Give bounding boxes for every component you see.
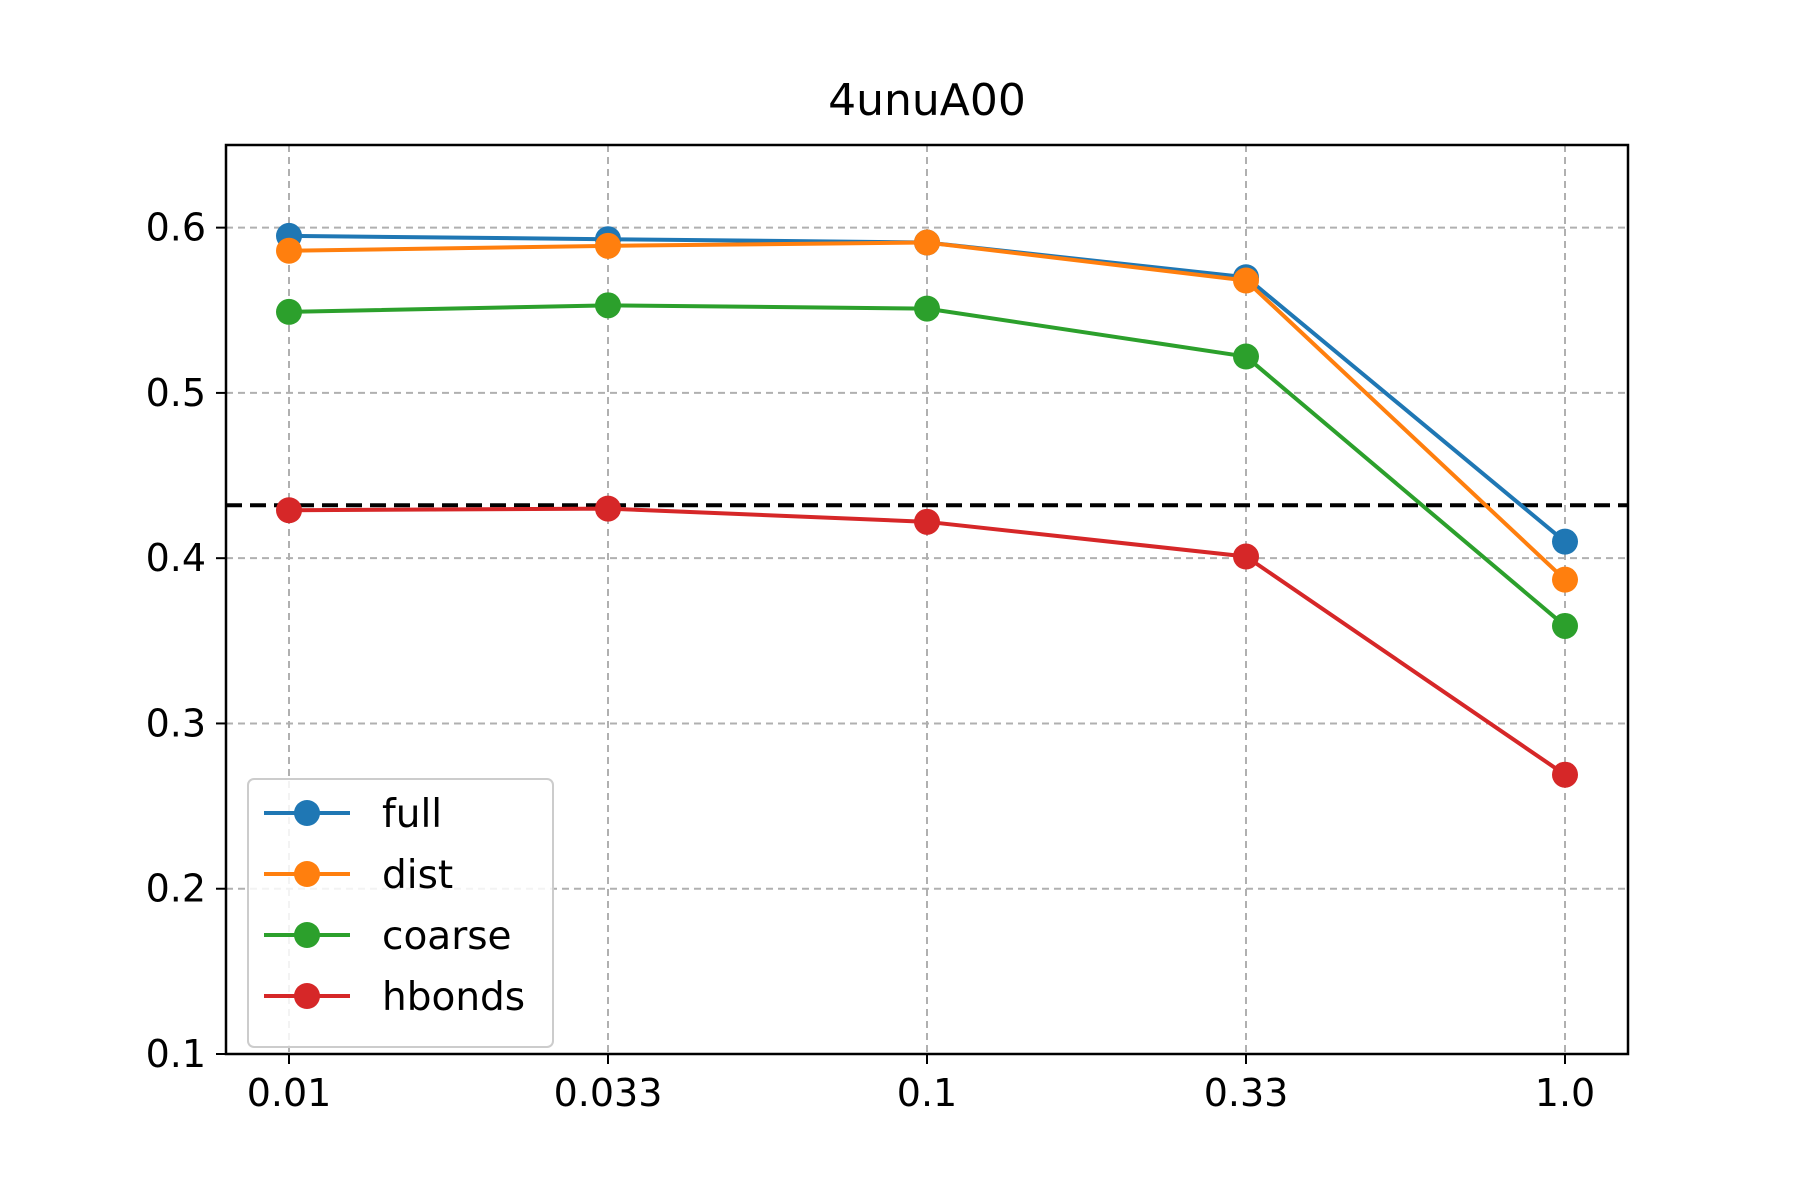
data-point-coarse [276, 298, 302, 325]
x-tick-label: 0.1 [897, 1071, 957, 1115]
legend-label: coarse [382, 914, 512, 959]
y-tick-label: 0.5 [146, 371, 206, 415]
x-tick-label: 0.033 [554, 1071, 663, 1115]
x-tick-label: 1.0 [1535, 1071, 1595, 1115]
data-point-dist [914, 229, 940, 256]
legend: full dist coarse hbonds [247, 778, 554, 1048]
y-tick-label: 0.4 [146, 536, 206, 580]
series-dist [276, 229, 1578, 593]
x-tick-label: 0.01 [247, 1071, 332, 1115]
data-point-dist [276, 237, 302, 264]
legend-item-coarse: coarse [264, 914, 512, 959]
legend-label: dist [382, 853, 453, 898]
data-point-hbonds [1233, 543, 1259, 570]
data-point-hbonds [595, 495, 621, 522]
data-point-hbonds [1552, 761, 1578, 788]
data-point-hbonds [276, 497, 302, 524]
chart-title: 4unuA00 [828, 75, 1026, 126]
y-tick-label: 0.6 [146, 206, 206, 250]
legend-item-hbonds: hbonds [264, 975, 525, 1020]
legend-item-dist: dist [264, 853, 453, 898]
legend-box [247, 778, 554, 1048]
data-point-coarse [1233, 343, 1259, 370]
data-point-dist [1552, 566, 1578, 593]
legend-marker [294, 861, 320, 887]
data-point-coarse [914, 295, 940, 322]
data-point-dist [1233, 267, 1259, 294]
legend-marker [294, 922, 320, 948]
axis-ticks: 0.01 0.033 0.1 0.33 1.0 0.1 0.2 0.3 0.4 0.5 0.6 [146, 206, 1596, 1115]
data-point-hbonds [914, 508, 940, 535]
y-tick-label: 0.3 [146, 701, 206, 745]
data-point-full [1552, 528, 1578, 555]
legend-marker [294, 983, 320, 1009]
y-tick-label: 0.2 [146, 867, 206, 911]
legend-label: hbonds [382, 975, 525, 1020]
y-tick-label: 0.1 [146, 1032, 206, 1076]
legend-marker [294, 800, 320, 826]
legend-label: full [382, 792, 442, 837]
x-tick-label: 0.33 [1204, 1071, 1289, 1115]
data-point-coarse [1552, 612, 1578, 639]
data-point-coarse [595, 292, 621, 319]
legend-item-full: full [264, 792, 442, 837]
series-coarse [276, 292, 1578, 639]
series-hbonds [276, 495, 1578, 788]
data-point-dist [595, 232, 621, 259]
series-layer [276, 222, 1578, 788]
